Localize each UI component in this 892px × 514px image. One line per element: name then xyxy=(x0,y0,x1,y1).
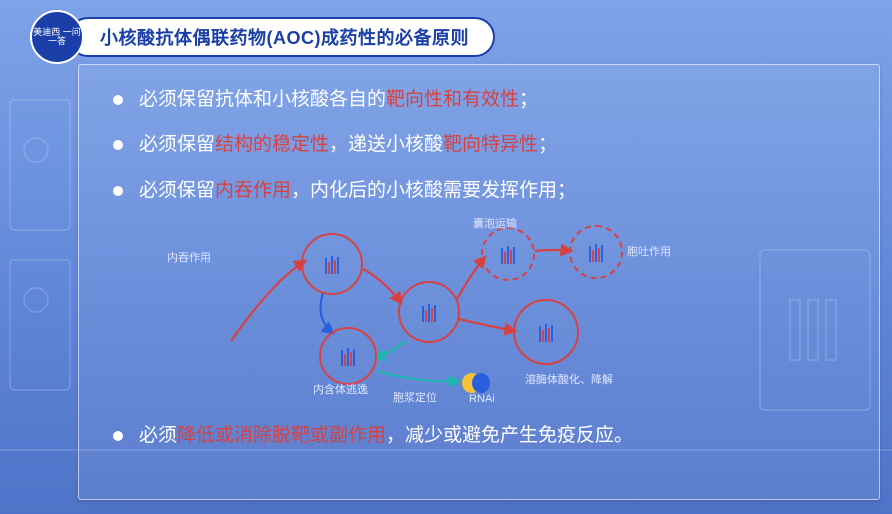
arrow-v2-v3 xyxy=(457,257,485,299)
arrow-v6-rnai xyxy=(377,371,459,381)
bullet-dot xyxy=(113,95,123,105)
text-em: 降低或消除脱靶或副作用 xyxy=(177,425,386,446)
text-em: 内吞作用 xyxy=(215,180,291,201)
label-cytoplasm-loc: 胞浆定位 xyxy=(393,389,437,405)
vesicle-v4 xyxy=(569,225,623,279)
bullet-3-text: 必须保留内吞作用，内化后的小核酸需要发挥作用； xyxy=(139,176,576,205)
arrow-v2-v5 xyxy=(459,319,515,331)
bullet-2: 必须保留结构的稳定性，递送小核酸靶向特异性； xyxy=(113,130,845,159)
endocytosis-diagram: 内吞作用 囊泡运输 胞吐作用 溶酶体酸化、降解 内含体逃逸 胞浆定位 RNAi xyxy=(173,221,845,401)
header: 美迪西 一问一答 小核酸抗体偶联药物(AOC)成药性的必备原则 xyxy=(30,10,495,64)
vesicle-v1 xyxy=(301,233,363,295)
text: ，减少或避免产生免疫反应。 xyxy=(386,425,633,446)
text: ； xyxy=(538,134,557,155)
vesicle-v5 xyxy=(513,299,579,365)
bullet-4: 必须降低或消除脱靶或副作用，减少或避免产生免疫反应。 xyxy=(113,421,845,450)
label-rnai: RNAi xyxy=(469,393,495,405)
text: ，内化后的小核酸需要发挥作用； xyxy=(291,180,576,201)
bullet-dot xyxy=(113,186,123,196)
bullet-dot xyxy=(113,431,123,441)
vesicle-v6 xyxy=(319,327,377,385)
label-endocytosis: 内吞作用 xyxy=(167,249,211,265)
label-lysosome: 溶酶体酸化、降解 xyxy=(525,371,613,387)
text-em: 结构的稳定性 xyxy=(215,134,329,155)
label-vesicle-transport: 囊泡运输 xyxy=(473,215,517,231)
bullet-1-text: 必须保留抗体和小核酸各自的靶向性和有效性； xyxy=(139,85,538,114)
vesicle-v3 xyxy=(481,227,535,281)
bullet-4-text: 必须降低或消除脱靶或副作用，减少或避免产生免疫反应。 xyxy=(139,421,633,450)
text: ； xyxy=(519,89,538,110)
arrow-free-v1 xyxy=(231,261,305,341)
bullet-dot xyxy=(113,140,123,150)
bullet-2-text: 必须保留结构的稳定性，递送小核酸靶向特异性； xyxy=(139,130,557,159)
text: ，递送小核酸 xyxy=(329,134,443,155)
arrow-v2-v6 xyxy=(375,341,405,357)
page-title: 小核酸抗体偶联药物(AOC)成药性的必备原则 xyxy=(68,17,495,57)
text: 必须保留抗体和小核酸各自的 xyxy=(139,89,386,110)
text: 必须保留 xyxy=(139,180,215,201)
content-card: 必须保留抗体和小核酸各自的靶向性和有效性； 必须保留结构的稳定性，递送小核酸靶向… xyxy=(78,64,880,500)
arrow-v3-v4 xyxy=(535,250,571,251)
arrow-v1-v6 xyxy=(321,293,333,333)
label-exocytosis: 胞吐作用 xyxy=(627,243,671,259)
label-endosome-escape: 内含体逃逸 xyxy=(313,381,368,397)
bullet-3: 必须保留内吞作用，内化后的小核酸需要发挥作用； xyxy=(113,176,845,205)
brand-badge: 美迪西 一问一答 xyxy=(30,10,84,64)
brand-badge-text: 美迪西 一问一答 xyxy=(32,28,82,47)
vesicle-v2 xyxy=(398,281,460,343)
arrow-v1-v2 xyxy=(363,269,401,303)
text: 必须保留 xyxy=(139,134,215,155)
text: 必须 xyxy=(139,425,177,446)
text-em: 靶向特异性 xyxy=(443,134,538,155)
text-em: 靶向性和有效性 xyxy=(386,89,519,110)
bullet-1: 必须保留抗体和小核酸各自的靶向性和有效性； xyxy=(113,85,845,114)
